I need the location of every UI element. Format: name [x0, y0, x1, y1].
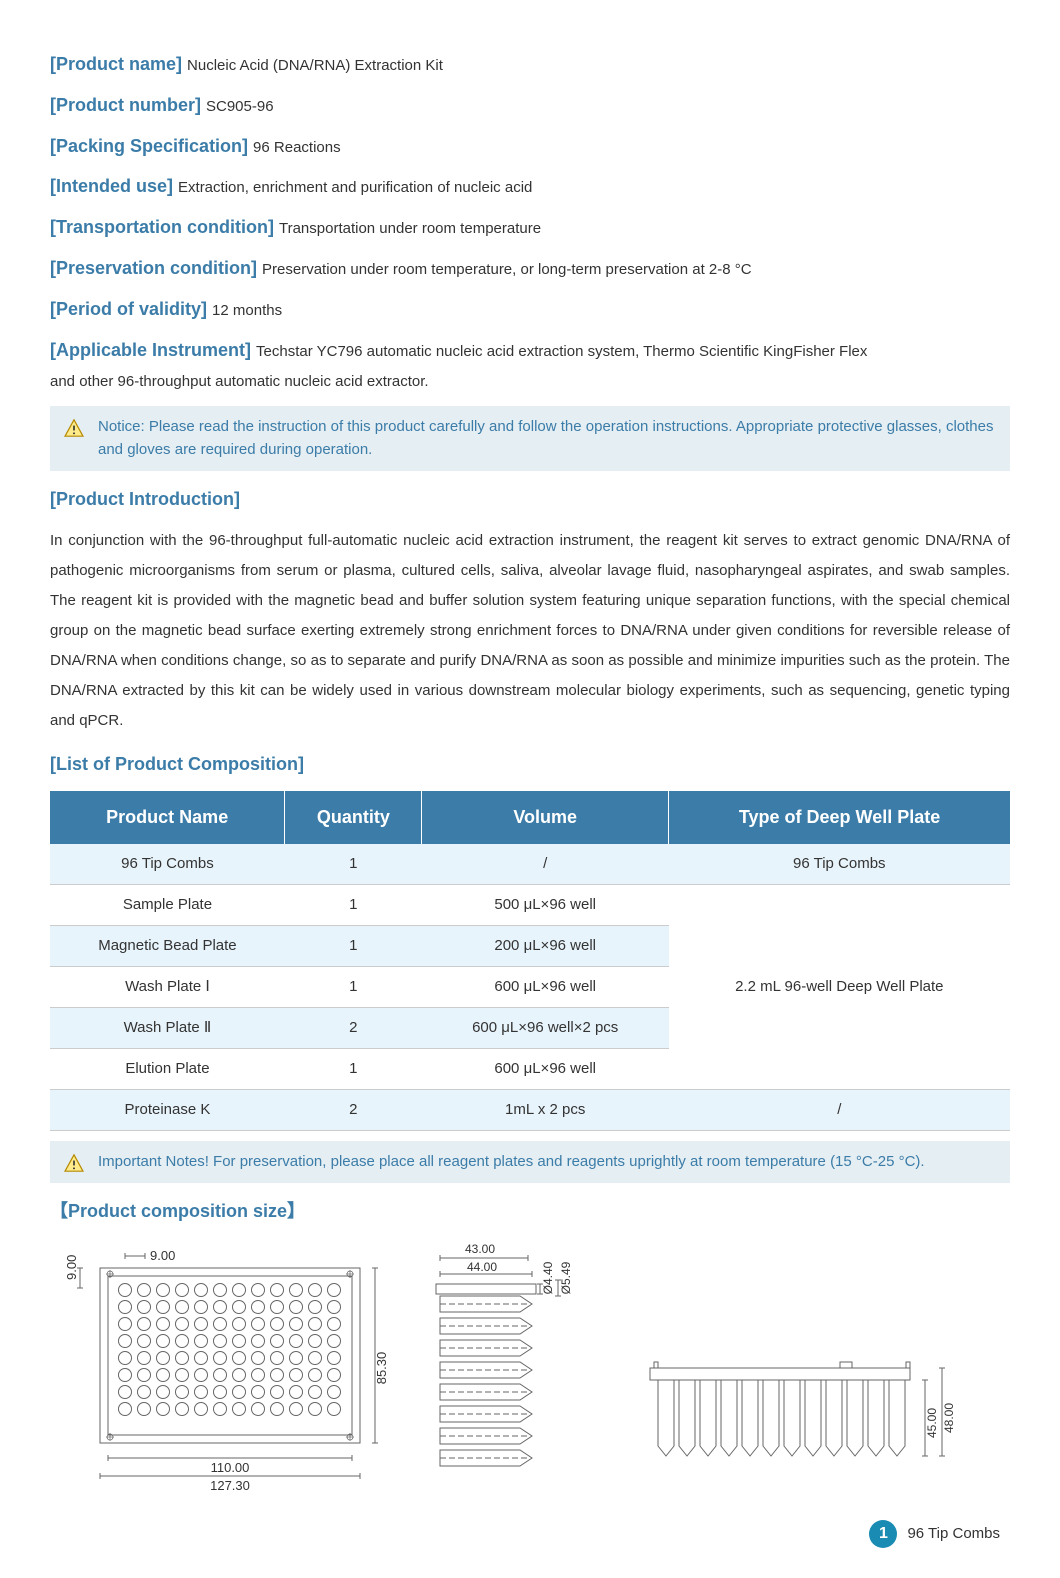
diagram-side-view: 43.00 44.00 Ø4.40 Ø5.49	[410, 1238, 610, 1498]
composition-table: Product NameQuantityVolumeType of Deep W…	[50, 791, 1010, 1131]
dim-label: 48.00	[942, 1403, 956, 1433]
section-heading-intro: [Product Introduction]	[50, 485, 1010, 514]
dim-label: 43.00	[465, 1242, 495, 1256]
table-header-cell: Product Name	[50, 791, 285, 844]
field-row: [Intended use] Extraction, enrichment and…	[50, 172, 1010, 201]
table-cell: 2	[285, 1007, 422, 1048]
notice-text-1: Notice: Please read the instruction of t…	[98, 416, 996, 461]
field-label: [Packing Specification]	[50, 136, 248, 156]
intro-paragraph: In conjunction with the 96-throughput fu…	[50, 526, 1010, 736]
table-header-cell: Volume	[422, 791, 669, 844]
page-badge: 1 96 Tip Combs	[869, 1520, 1000, 1548]
page-number-circle: 1	[869, 1520, 897, 1548]
dim-label: 9.00	[64, 1255, 79, 1280]
field-row: [Product number] SC905-96	[50, 91, 1010, 120]
table-header-cell: Type of Deep Well Plate	[669, 791, 1010, 844]
table-cell: 1	[285, 1048, 422, 1089]
field-label: [Preservation condition]	[50, 258, 257, 278]
product-fields: [Product name] Nucleic Acid (DNA/RNA) Ext…	[50, 50, 1010, 394]
field-row: [Packing Specification] 96 Reactions	[50, 132, 1010, 161]
field-continuation: and other 96-throughput automatic nuclei…	[50, 370, 1010, 394]
table-cell: 1mL x 2 pcs	[422, 1089, 669, 1130]
table-cell: Wash Plate Ⅰ	[50, 966, 285, 1007]
dim-label: 85.30	[374, 1352, 389, 1385]
table-cell: 2	[285, 1089, 422, 1130]
field-value: Techstar YC796 automatic nucleic acid ex…	[256, 343, 867, 360]
table-cell: Elution Plate	[50, 1048, 285, 1089]
notice-box-1: Notice: Please read the instruction of t…	[50, 406, 1010, 471]
field-row: [Preservation condition] Preservation und…	[50, 254, 1010, 283]
field-value: Preservation under room temperature, or …	[262, 261, 752, 278]
field-label: [Applicable Instrument]	[50, 340, 251, 360]
warning-icon	[64, 1154, 84, 1172]
field-label: [Period of validity]	[50, 299, 207, 319]
table-row: 96 Tip Combs1/96 Tip Combs	[50, 844, 1010, 885]
dim-label: 9.00	[150, 1248, 175, 1263]
field-value: Nucleic Acid (DNA/RNA) Extraction Kit	[187, 57, 443, 74]
field-value: 96 Reactions	[253, 139, 341, 156]
page-label: 96 Tip Combs	[907, 1522, 1000, 1546]
field-value: 12 months	[212, 302, 282, 319]
field-row: [Applicable Instrument] Techstar YC796 au…	[50, 336, 1010, 395]
table-row: Sample Plate1500 μL×96 well2.2 mL 96-wel…	[50, 884, 1010, 925]
diagram-comb-view: 45.00 48.00	[630, 1338, 960, 1498]
section-heading-size: 【Product composition size】	[50, 1197, 1010, 1226]
table-cell: 600 μL×96 well×2 pcs	[422, 1007, 669, 1048]
dim-label: 127.30	[210, 1478, 250, 1493]
field-value: Extraction, enrichment and purification …	[178, 179, 532, 196]
table-cell: Proteinase K	[50, 1089, 285, 1130]
table-cell: 96 Tip Combs	[669, 844, 1010, 885]
field-label: [Intended use]	[50, 176, 173, 196]
table-header-cell: Quantity	[285, 791, 422, 844]
table-cell-merged: 2.2 mL 96-well Deep Well Plate	[669, 884, 1010, 1089]
dim-label: 110.00	[211, 1460, 250, 1475]
table-cell: 200 μL×96 well	[422, 925, 669, 966]
dim-label: 44.00	[467, 1260, 497, 1274]
field-value: SC905-96	[206, 98, 274, 115]
field-row: [Transportation condition] Transportation…	[50, 213, 1010, 242]
table-cell: 1	[285, 884, 422, 925]
page-footer: 1 96 Tip Combs	[50, 1508, 1010, 1548]
table-cell: 1	[285, 925, 422, 966]
table-cell: /	[422, 844, 669, 885]
table-cell: Magnetic Bead Plate	[50, 925, 285, 966]
table-cell: /	[669, 1089, 1010, 1130]
field-label: [Product number]	[50, 95, 201, 115]
notice-text-2: Important Notes! For preservation, pleas…	[98, 1151, 925, 1174]
table-cell: 96 Tip Combs	[50, 844, 285, 885]
table-row: Proteinase K21mL x 2 pcs/	[50, 1089, 1010, 1130]
field-value: Transportation under room temperature	[279, 220, 541, 237]
dim-label: Ø5.49	[559, 1261, 573, 1294]
table-cell: 1	[285, 966, 422, 1007]
dim-label: Ø4.40	[541, 1261, 555, 1294]
table-cell: 1	[285, 844, 422, 885]
section-heading-list: [List of Product Composition]	[50, 750, 1010, 779]
field-row: [Period of validity] 12 months	[50, 295, 1010, 324]
dim-label: 45.00	[925, 1408, 939, 1438]
table-header-row: Product NameQuantityVolumeType of Deep W…	[50, 791, 1010, 844]
table-cell: 600 μL×96 well	[422, 1048, 669, 1089]
diagram-top-plate: 9.00 9.00 85.30 110.00 127.30	[50, 1238, 390, 1498]
field-label: [Transportation condition]	[50, 217, 274, 237]
field-row: [Product name] Nucleic Acid (DNA/RNA) Ext…	[50, 50, 1010, 79]
notice-box-2: Important Notes! For preservation, pleas…	[50, 1141, 1010, 1184]
table-cell: Sample Plate	[50, 884, 285, 925]
warning-icon	[64, 419, 84, 437]
table-cell: 500 μL×96 well	[422, 884, 669, 925]
diagram-row: 9.00 9.00 85.30 110.00 127.30 43.00 44.0…	[50, 1238, 1010, 1498]
table-cell: Wash Plate Ⅱ	[50, 1007, 285, 1048]
table-cell: 600 μL×96 well	[422, 966, 669, 1007]
field-label: [Product name]	[50, 54, 182, 74]
